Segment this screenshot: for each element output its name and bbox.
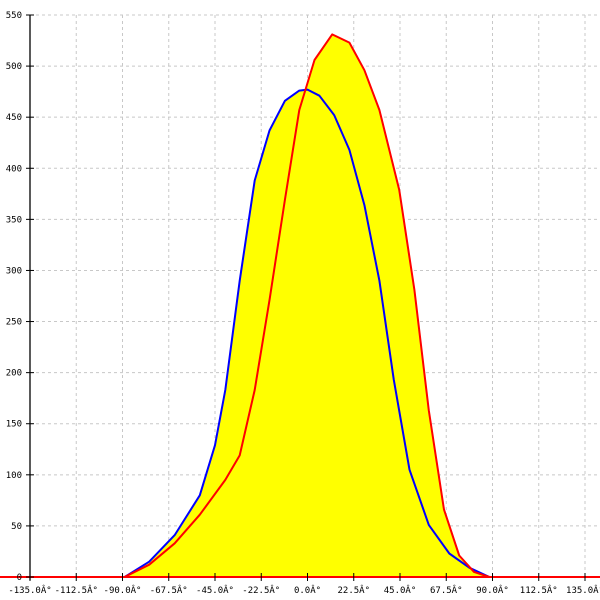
y-tick-label: 50 bbox=[11, 522, 22, 532]
y-tick-label: 450 bbox=[6, 113, 22, 123]
ticks: -135.0Â° -112.5Â° -90.0Â° -67.5Â° -45.0Â° -22… bbox=[6, 11, 600, 596]
x-tick-label: 0.0Â° bbox=[294, 584, 321, 596]
y-tick-label: 150 bbox=[6, 420, 22, 430]
y-tick-label: 0 bbox=[17, 573, 22, 583]
y-tick-label: 550 bbox=[6, 11, 22, 21]
x-tick-label: 90.0Â° bbox=[476, 584, 509, 596]
x-tick-label: 67.5Â° bbox=[430, 584, 463, 596]
x-tick-label: -45.0Â° bbox=[196, 584, 234, 596]
y-tick-label: 250 bbox=[6, 318, 22, 328]
area-fill bbox=[122, 34, 493, 577]
x-tick-label: 45.0Â° bbox=[384, 584, 417, 596]
x-tick-label: -22.5Â° bbox=[242, 584, 280, 596]
y-tick-label: 300 bbox=[6, 266, 22, 276]
x-tick-label: 112.5Â° bbox=[520, 584, 558, 596]
x-tick-label: 22.5Â° bbox=[337, 584, 370, 596]
x-tick-label: 135.0Â° bbox=[566, 584, 600, 596]
y-tick-label: 100 bbox=[6, 471, 22, 481]
x-tick-label: -90.0Â° bbox=[104, 584, 142, 596]
series-lines bbox=[124, 33, 490, 578]
series-0-line bbox=[124, 88, 490, 578]
x-tick-label: -135.0Â° bbox=[8, 584, 51, 596]
y-tick-label: 200 bbox=[6, 369, 22, 379]
x-tick-label: -67.5Â° bbox=[150, 584, 188, 596]
y-tick-label: 500 bbox=[6, 62, 22, 72]
y-tick-label: 400 bbox=[6, 164, 22, 174]
y-tick-label: 350 bbox=[6, 215, 22, 225]
series-1-line bbox=[124, 33, 490, 578]
x-tick-label: -112.5Â° bbox=[55, 584, 98, 596]
